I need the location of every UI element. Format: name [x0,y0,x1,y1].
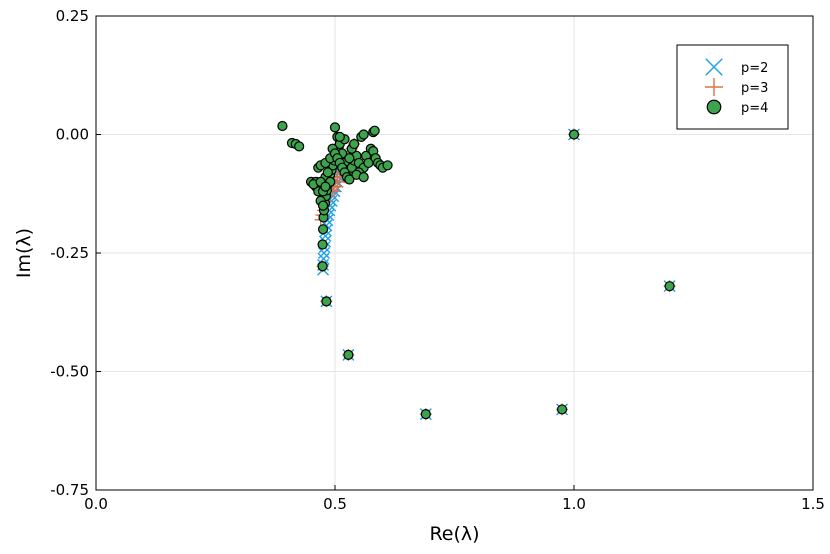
data-point [382,160,393,171]
data-point [321,296,332,307]
data-point [358,172,369,183]
legend: p=2 p=3 p=4 [676,44,789,130]
series-3 [277,120,675,420]
legend-marker [706,99,722,115]
y-tick-label: -0.75 [50,481,89,499]
x-tick-label: 0.5 [323,495,347,513]
y-axis-label: Im(λ) [13,228,35,278]
x-tick-label: 1.5 [801,495,825,513]
legend-label: p=3 [741,81,768,96]
x-axis-label: Re(λ) [429,523,479,545]
data-point [322,167,333,178]
data-point [329,122,341,133]
y-tick-label: 0.00 [56,126,89,144]
data-point [349,138,360,150]
y-tick-label: -0.50 [50,363,89,381]
y-tick-label: 0.25 [56,7,89,25]
data-point [420,409,431,420]
data-point [343,349,354,361]
legend-marker [705,78,723,96]
legend-label: p=2 [741,61,768,76]
data-point [317,239,328,250]
data-point [568,129,580,140]
y-tick-label: -0.25 [50,244,89,262]
data-point [334,131,345,142]
legend-box [676,44,789,130]
axis-ticks: 0.0 0.5 1.0 1.5 0.25 0.00 -0.25 -0.50 -0.75 [50,7,825,513]
data-point [294,141,305,152]
data-point [320,181,331,192]
data-point [317,200,329,211]
data-point [277,120,288,132]
data-point [317,261,328,272]
data-point [317,224,329,235]
x-tick-label: 1.0 [562,495,586,513]
data-point [369,125,380,136]
x-tick-label: 0.0 [84,495,108,513]
data-point [344,174,355,185]
data-points [277,120,676,421]
series-1 [317,128,676,421]
legend-marker [705,58,723,76]
data-point [318,247,331,259]
data-point [344,153,355,164]
data-point [556,404,568,415]
data-point [333,175,346,188]
legend-label: p=4 [741,101,768,116]
series-2 [314,128,676,421]
data-point [664,281,675,292]
data-point [358,129,369,140]
